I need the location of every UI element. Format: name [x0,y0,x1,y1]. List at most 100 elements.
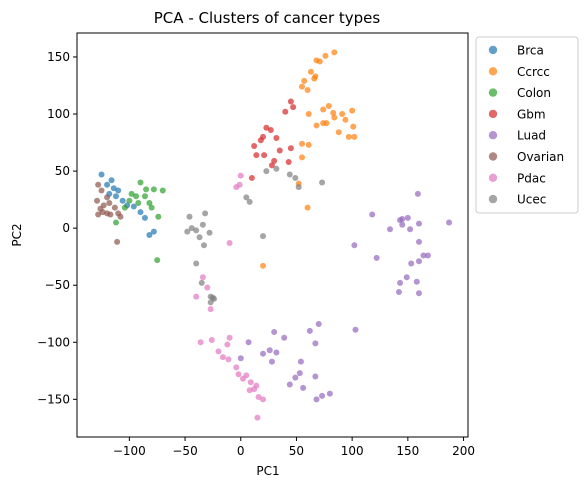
point-ucec-18 [292,174,299,181]
legend-label-pdac: Pdac [517,171,546,185]
point-luad-12 [408,260,415,267]
x-tick-label: −100 [113,444,146,458]
point-luad-11 [420,252,427,259]
point-brca-13 [150,228,157,235]
point-gbm-15 [268,162,275,169]
point-luad-25 [296,370,303,377]
point-luad-31 [286,381,293,388]
y-axis-label: PC2 [10,223,24,246]
legend-marker-luad [488,131,498,140]
point-ccrcc-30 [260,262,267,269]
point-brca-3 [108,177,115,184]
y-tick-label: 50 [55,164,70,178]
point-ucec-13 [207,299,214,306]
point-colon-3 [159,187,166,194]
point-luad-3 [399,221,406,228]
point-ovarian-8 [95,211,102,218]
point-gbm-14 [285,158,292,165]
point-luad-38 [271,329,278,336]
point-ccrcc-21 [335,129,342,136]
point-luad-7 [387,226,394,233]
point-ucec-8 [200,242,207,249]
point-pdac-4 [199,274,206,281]
point-luad-15 [403,274,410,281]
point-ucec-6 [196,234,203,241]
point-luad-13 [415,258,422,265]
point-ucec-22 [243,194,250,201]
point-ucec-16 [273,165,280,172]
point-brca-12 [146,232,153,238]
point-ucec-17 [286,171,293,178]
point-pdac-16 [243,372,250,379]
point-ccrcc-3 [313,57,320,64]
plot-frame [76,32,469,438]
point-gbm-11 [253,152,260,159]
point-pdac-7 [197,339,204,346]
point-luad-20 [352,326,359,333]
x-axis-ticks: −100 −50 0 50 100 150 200 [113,437,475,458]
point-pdac-12 [225,356,232,363]
point-colon-11 [135,200,142,207]
point-ucec-9 [193,260,200,267]
point-ccrcc-10 [325,103,332,110]
point-ccrcc-18 [320,120,327,127]
point-luad-28 [313,396,320,403]
point-luad-33 [266,347,273,354]
point-ovarian-1 [98,187,105,194]
point-colon-0 [137,179,144,186]
point-ovarian-9 [99,209,106,216]
point-ccrcc-25 [299,140,306,147]
point-colon-5 [133,193,140,200]
point-colon-8 [146,200,153,207]
point-pdac-10 [226,334,233,341]
point-ccrcc-4 [307,68,314,75]
point-ccrcc-12 [349,107,356,114]
point-ovarian-13 [117,213,124,220]
point-ccrcc-20 [313,122,320,129]
point-gbm-0 [287,98,294,105]
point-luad-26 [312,373,319,380]
legend-marker-brca [488,45,498,55]
x-axis-label: PC1 [256,464,279,478]
point-luad-34 [268,358,275,365]
point-pdac-3 [204,284,211,291]
point-ccrcc-8 [299,83,306,90]
point-ccrcc-27 [299,154,306,161]
point-ucec-10 [198,279,205,286]
point-luad-27 [326,390,333,397]
point-ccrcc-19 [342,116,349,123]
legend-marker-ucec [488,194,498,204]
point-luad-29 [300,384,307,391]
point-luad-4 [415,220,422,227]
point-luad-18 [395,289,402,296]
legend-label-ovarian: Ovarian [517,150,564,164]
point-gbm-9 [287,145,294,152]
point-luad-1 [404,214,411,221]
point-pdac-9 [224,341,231,348]
point-brca-11 [141,214,148,221]
point-ccrcc-1 [322,52,329,59]
point-pdac-24 [215,348,222,355]
y-tick-label: −150 [37,392,70,406]
point-pdac-2 [233,184,240,191]
point-ccrcc-7 [301,77,308,84]
point-luad-24 [297,358,304,365]
x-tick-label: 200 [452,444,475,458]
point-ucec-3 [188,225,195,232]
point-luad-36 [260,350,267,357]
point-brca-6 [115,187,122,194]
point-gbm-6 [257,137,264,144]
point-ovarian-11 [107,211,114,218]
point-ovarian-14 [114,238,121,245]
point-pdac-13 [233,364,240,371]
point-pdac-20 [255,394,262,401]
point-brca-10 [137,209,144,216]
point-luad-30 [292,374,299,381]
point-colon-12 [155,213,162,220]
point-brca-9 [130,203,137,210]
y-tick-label: 100 [47,107,70,121]
point-colon-1 [143,186,150,193]
legend-label-gbm: Gbm [517,107,546,121]
point-colon-14 [154,257,161,264]
